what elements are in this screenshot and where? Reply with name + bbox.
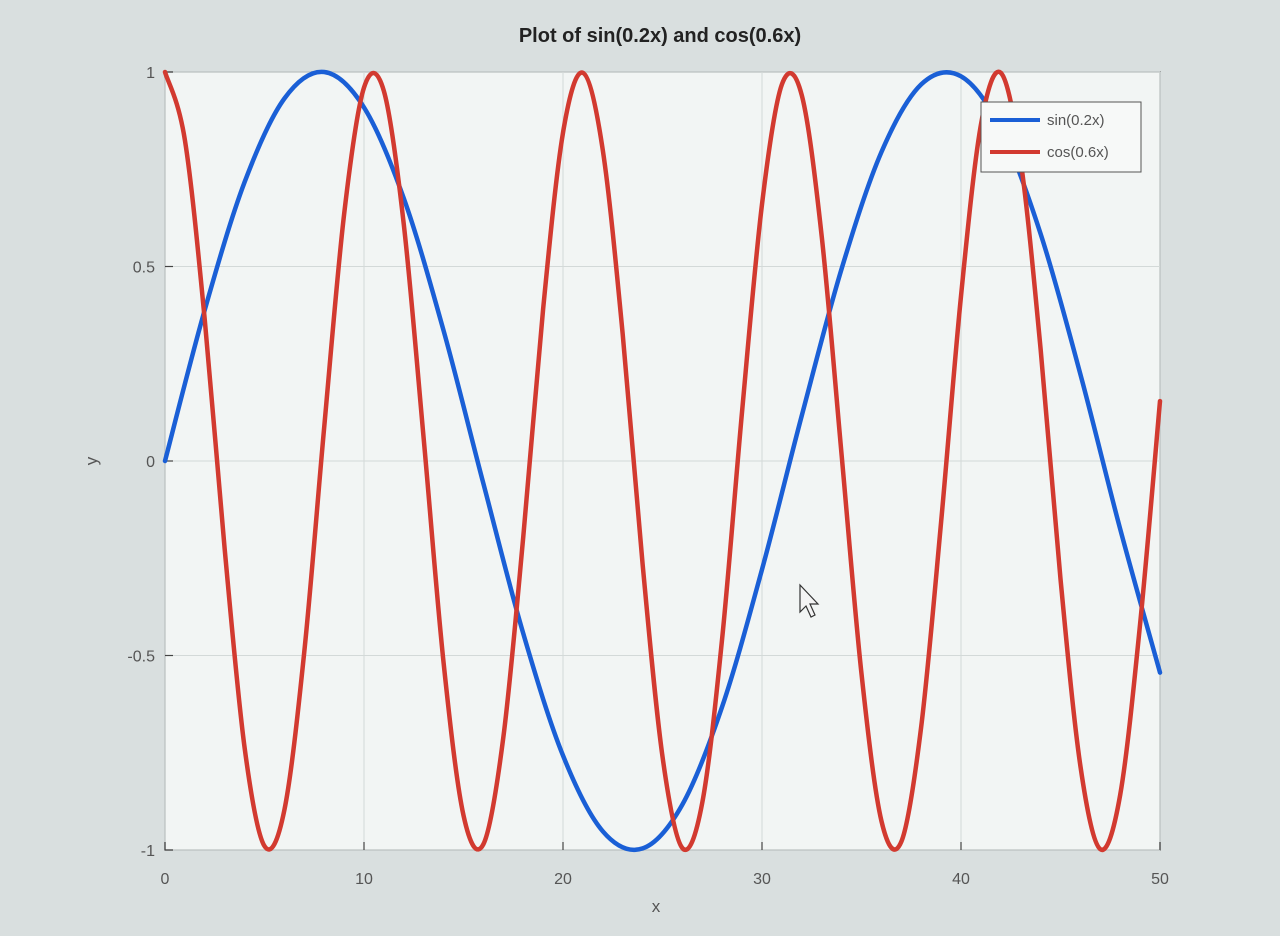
x-axis-label: x (652, 897, 661, 916)
legend-label-cos: cos(0.6x) (1047, 144, 1109, 161)
x-tick-label: 0 (161, 871, 170, 888)
x-tick-label: 20 (554, 871, 572, 888)
series-line-cos (162, 69, 1163, 853)
y-tick-label: -1 (141, 843, 155, 860)
y-tick-label: 1 (146, 65, 155, 82)
y-axis-label: y (82, 456, 101, 465)
y-tick-label: 0 (146, 454, 155, 471)
axis-ticks: 0 10 20 30 40 50 -1 -0.5 0 0.5 1 (127, 65, 1169, 888)
legend: sin(0.2x) cos(0.6x) (980, 101, 1142, 173)
y-tick-label: 0.5 (133, 260, 155, 277)
x-tick-label: 40 (952, 871, 970, 888)
mouse-cursor-icon (799, 583, 820, 618)
y-tick-label: -0.5 (127, 649, 155, 666)
x-tick-label: 30 (753, 871, 771, 888)
legend-label-sin: sin(0.2x) (1047, 112, 1105, 129)
x-tick-label: 10 (355, 871, 373, 888)
x-tick-label: 50 (1151, 871, 1169, 888)
chart-title: Plot of sin(0.2x) and cos(0.6x) (519, 25, 801, 47)
legend-box (980, 101, 1142, 173)
